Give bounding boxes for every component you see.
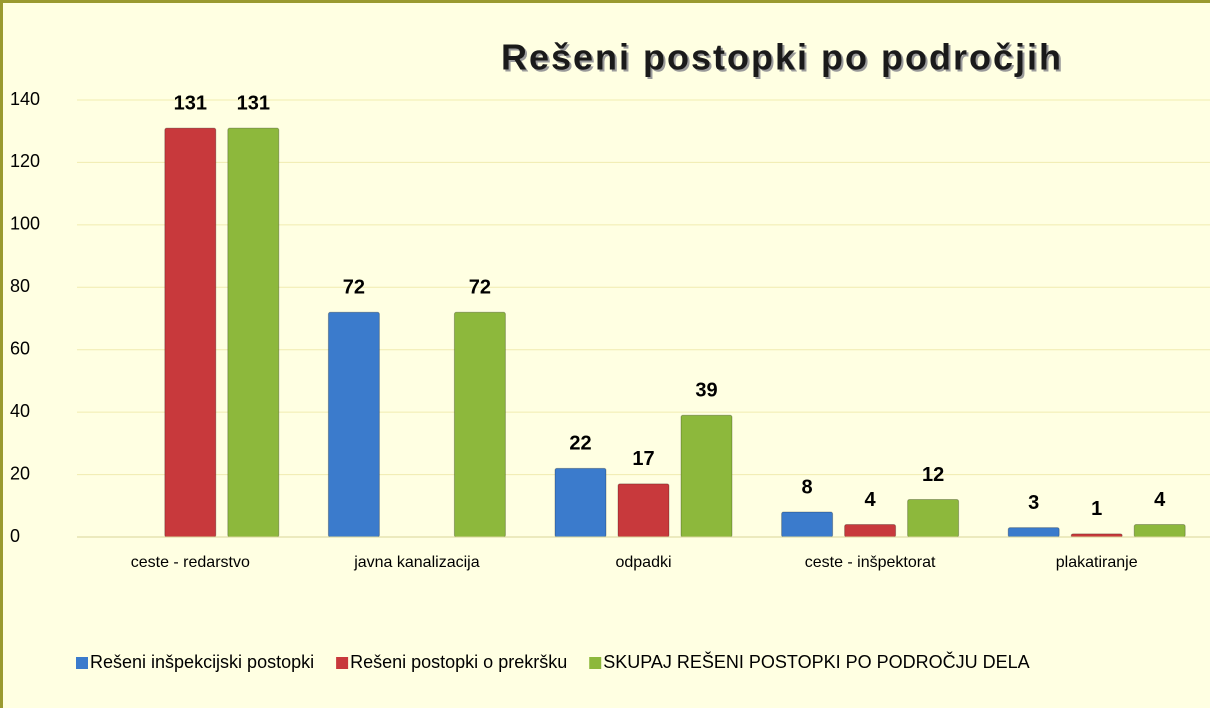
y-tick-label: 80	[10, 276, 30, 296]
value-label: 4	[865, 489, 877, 511]
legend-swatch	[589, 657, 602, 669]
x-tick-label: ceste - inšpektorat	[805, 554, 936, 571]
bar	[453, 311, 506, 538]
bar	[781, 511, 834, 538]
legend-label: SKUPAJ REŠENI POSTOPKI PO PODROČJU DELA	[603, 651, 1029, 672]
legend-label: Rešeni inšpekcijski postopki	[90, 652, 314, 672]
value-label: 4	[1154, 489, 1166, 511]
y-tick-label: 120	[10, 151, 40, 171]
x-tick-label: ceste - redarstvo	[131, 554, 250, 571]
bar	[680, 414, 733, 538]
value-label: 72	[469, 277, 491, 299]
value-label: 3	[1028, 492, 1039, 514]
bar	[617, 483, 670, 538]
value-label: 1	[1091, 498, 1102, 520]
legend-label: Rešeni postopki o prekršku	[350, 652, 567, 672]
y-tick-label: 140	[10, 89, 40, 109]
bar	[227, 127, 280, 538]
bar	[844, 524, 897, 538]
y-tick-label: 40	[10, 401, 30, 421]
value-label: 39	[695, 380, 717, 402]
x-tick-label: javna kanalizacija	[353, 554, 480, 571]
bar	[1133, 524, 1186, 538]
legend-swatch	[336, 657, 349, 669]
y-tick-label: 20	[10, 463, 30, 483]
bar	[907, 499, 960, 538]
x-tick-label: odpadki	[615, 554, 671, 571]
bar	[164, 127, 217, 538]
value-label: 22	[569, 433, 591, 455]
bar	[1007, 527, 1060, 538]
bar	[554, 467, 607, 538]
x-tick-label: plakatiranje	[1056, 554, 1138, 571]
value-label: 131	[174, 92, 207, 114]
value-label: 72	[343, 277, 365, 299]
y-tick-label: 0	[10, 526, 20, 546]
value-label: 12	[922, 464, 944, 486]
y-tick-label: 60	[10, 338, 30, 358]
legend-swatch	[76, 657, 88, 669]
bar	[327, 311, 380, 538]
y-tick-label: 100	[10, 214, 40, 234]
chart-title: Rešeni postopki po področjih	[501, 37, 1063, 78]
value-label: 17	[632, 448, 654, 470]
value-label: 8	[802, 476, 813, 498]
value-label: 131	[237, 92, 270, 114]
chart-title-shadow: Rešeni postopki po področjih	[503, 39, 1065, 80]
